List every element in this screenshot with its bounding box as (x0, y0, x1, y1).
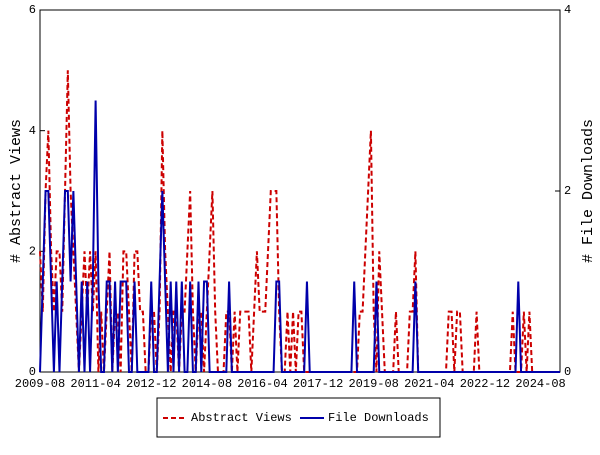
y-tick-label: 0 (29, 365, 36, 379)
x-tick-label: 2017-12 (293, 377, 343, 391)
x-tick-label: 2012-12 (126, 377, 176, 391)
legend-label: File Downloads (328, 411, 429, 425)
series-line (39, 100, 560, 373)
x-tick-label: 2009-08 (15, 377, 65, 391)
legend-label: Abstract Views (191, 411, 292, 425)
x-tick-label: 2021-04 (404, 377, 454, 391)
y-tick-label: 4 (29, 124, 36, 138)
x-tick-label: 2016-04 (237, 377, 287, 391)
series-line (39, 70, 560, 373)
y-tick-label: 6 (29, 3, 36, 17)
x-tick-label: 2014-08 (182, 377, 232, 391)
y-axis-title: # Abstract Views (8, 119, 25, 263)
y2-tick-label: 4 (564, 3, 571, 17)
y2-tick-label: 2 (564, 184, 571, 198)
y2-tick-label: 0 (564, 365, 571, 379)
y-tick-label: 2 (29, 245, 36, 259)
x-tick-label: 2011-04 (70, 377, 120, 391)
legend (156, 397, 441, 438)
x-tick-label: 2024-08 (515, 377, 565, 391)
x-tick-label: 2019-08 (348, 377, 398, 391)
x-tick-label: 2022-12 (460, 377, 510, 391)
y2-axis-title: # File Downloads (580, 119, 597, 263)
